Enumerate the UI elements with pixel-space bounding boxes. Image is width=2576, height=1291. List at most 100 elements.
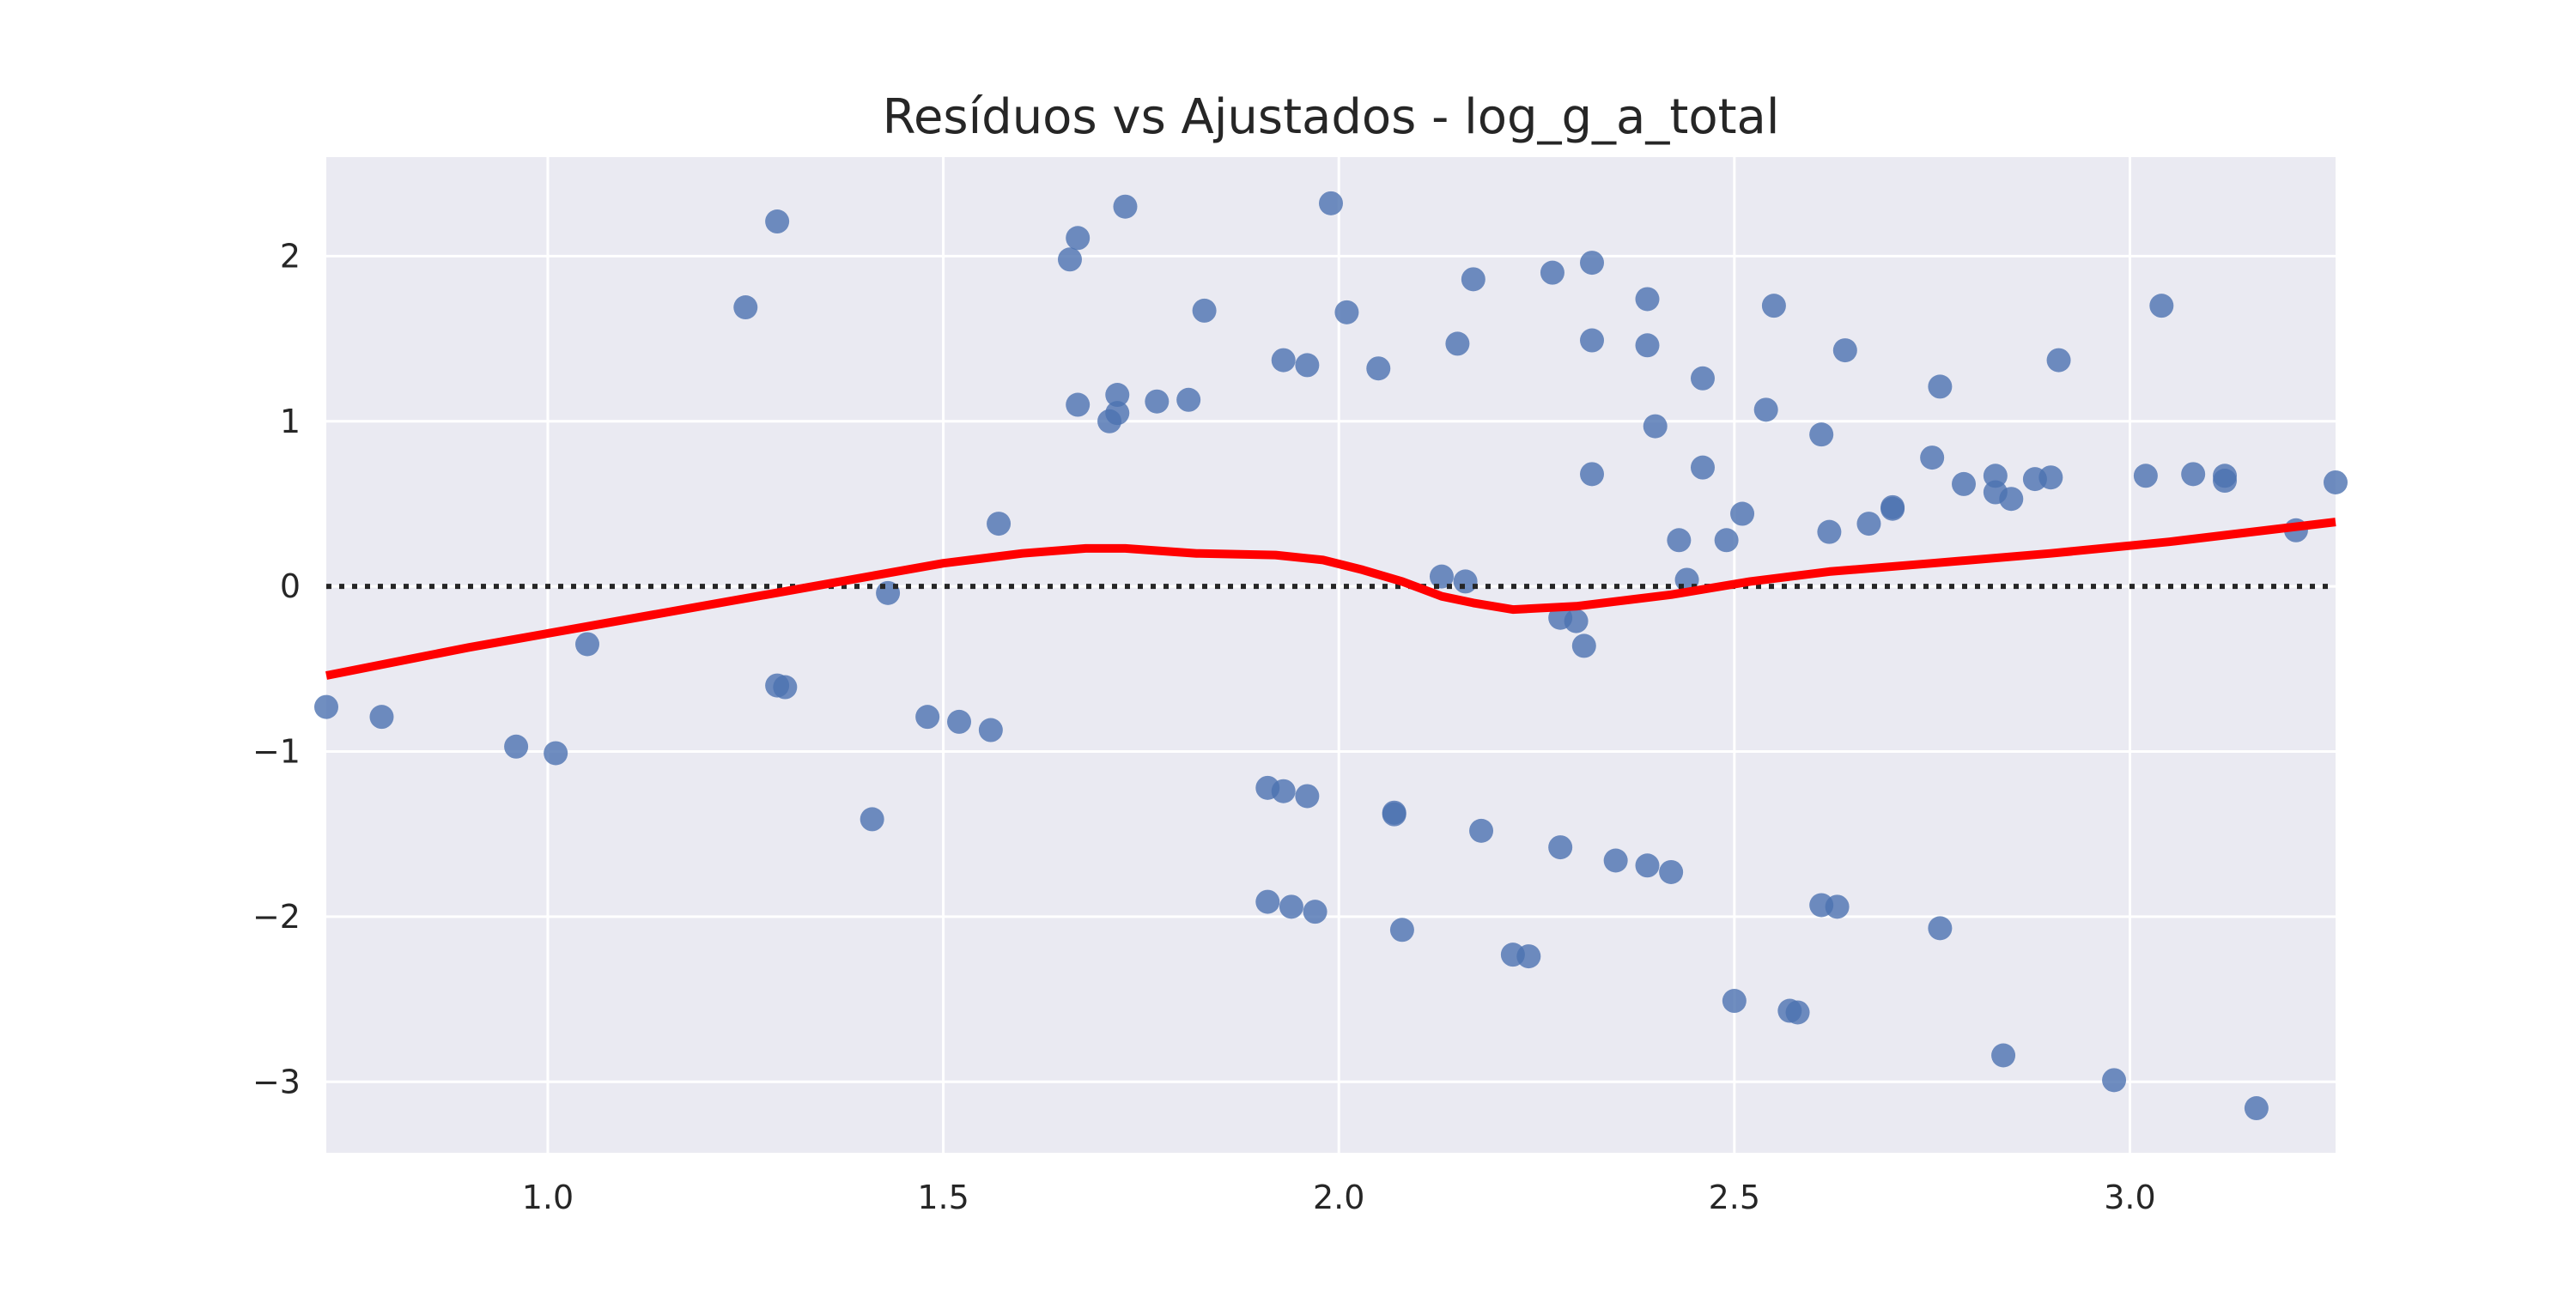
data-point-27 xyxy=(1271,348,1296,373)
data-point-46 xyxy=(1540,260,1564,285)
x-tick-label-4: 3.0 xyxy=(2104,1179,2155,1216)
x-tick-label-2: 2.0 xyxy=(1313,1179,1364,1216)
data-point-29 xyxy=(1279,894,1303,919)
data-point-24 xyxy=(1192,298,1217,323)
data-point-71 xyxy=(1809,422,1834,447)
data-point-17 xyxy=(1066,392,1091,417)
data-point-3 xyxy=(544,741,568,766)
data-point-52 xyxy=(1580,462,1605,487)
y-tick-label-1: 1 xyxy=(280,403,301,440)
chart-title: Resíduos vs Ajustados - log_g_a_total xyxy=(883,89,1780,145)
data-point-70 xyxy=(1785,1000,1810,1025)
data-point-11 xyxy=(915,705,940,730)
data-point-38 xyxy=(1389,918,1414,942)
data-point-35 xyxy=(1366,356,1391,381)
data-point-42 xyxy=(1461,267,1485,292)
y-tick-label-0: 2 xyxy=(280,237,301,275)
data-point-88 xyxy=(2038,465,2063,490)
data-point-75 xyxy=(1832,338,1857,363)
data-point-49 xyxy=(1564,609,1589,633)
data-point-95 xyxy=(2213,464,2238,488)
data-point-59 xyxy=(1659,859,1684,884)
data-point-81 xyxy=(1928,916,1953,941)
data-point-91 xyxy=(2133,464,2158,488)
y-tick-label-3: −1 xyxy=(252,733,301,771)
data-point-9 xyxy=(860,807,884,832)
data-point-6 xyxy=(765,209,790,234)
data-point-90 xyxy=(2102,1068,2127,1093)
data-point-12 xyxy=(947,709,972,734)
x-tick-label-3: 2.5 xyxy=(1709,1179,1760,1216)
y-tick-label-4: −2 xyxy=(252,898,301,936)
data-point-34 xyxy=(1334,300,1359,324)
data-point-20 xyxy=(1105,401,1130,426)
data-point-57 xyxy=(1635,853,1660,878)
scatter-points xyxy=(314,191,2348,1121)
data-point-76 xyxy=(1856,512,1881,536)
data-point-26 xyxy=(1255,889,1280,914)
data-point-68 xyxy=(1761,294,1786,318)
x-tick-label-0: 1.0 xyxy=(522,1179,574,1216)
data-point-32 xyxy=(1303,900,1327,924)
data-point-53 xyxy=(1580,251,1605,276)
x-tick-label-1: 1.5 xyxy=(917,1179,969,1216)
data-point-55 xyxy=(1635,287,1660,312)
data-point-79 xyxy=(1920,445,1945,470)
data-point-67 xyxy=(1753,397,1778,422)
data-point-22 xyxy=(1145,389,1170,414)
data-point-5 xyxy=(733,295,758,320)
data-point-39 xyxy=(1429,564,1454,589)
lowess-smooth-line xyxy=(325,518,2336,680)
data-point-21 xyxy=(1113,194,1138,219)
data-point-93 xyxy=(2181,462,2206,487)
data-point-62 xyxy=(1690,455,1715,480)
data-point-96 xyxy=(2244,1096,2269,1121)
data-point-30 xyxy=(1295,353,1320,378)
data-point-74 xyxy=(1825,894,1850,919)
data-point-65 xyxy=(1722,989,1747,1014)
y-tick-labels: 2 1 0 −1 −2 −3 xyxy=(252,237,301,1100)
data-point-50 xyxy=(1571,633,1596,658)
data-point-40 xyxy=(1445,331,1470,356)
data-point-23 xyxy=(1176,387,1201,412)
data-point-92 xyxy=(2149,294,2174,318)
data-point-45 xyxy=(1516,944,1541,969)
data-point-0 xyxy=(314,694,338,719)
data-point-28 xyxy=(1271,779,1296,803)
data-point-4 xyxy=(575,632,600,657)
data-point-13 xyxy=(978,718,1003,742)
data-point-89 xyxy=(2046,348,2071,373)
data-point-8 xyxy=(773,675,798,700)
x-tick-labels: 1.0 1.5 2.0 2.5 3.0 xyxy=(522,1179,2156,1216)
data-point-14 xyxy=(987,512,1012,536)
y-tick-label-5: −3 xyxy=(252,1063,301,1100)
data-point-15 xyxy=(1057,247,1082,272)
data-point-82 xyxy=(1952,471,1977,496)
data-point-56 xyxy=(1635,333,1660,358)
data-point-2 xyxy=(504,734,529,759)
data-point-98 xyxy=(2324,470,2348,494)
data-point-86 xyxy=(1999,487,2024,512)
data-point-16 xyxy=(1066,226,1091,251)
data-point-31 xyxy=(1295,784,1320,809)
data-point-54 xyxy=(1603,848,1628,873)
data-point-78 xyxy=(1880,496,1905,521)
data-point-64 xyxy=(1714,528,1739,553)
data-point-60 xyxy=(1667,528,1692,553)
y-tick-label-2: 0 xyxy=(280,567,301,605)
plot-area xyxy=(326,157,2336,1153)
data-point-19 xyxy=(1105,383,1130,408)
data-point-73 xyxy=(1817,519,1842,544)
data-point-66 xyxy=(1730,501,1755,526)
data-point-51 xyxy=(1580,328,1605,353)
data-point-43 xyxy=(1469,818,1494,843)
data-point-33 xyxy=(1319,191,1343,215)
data-point-47 xyxy=(1548,835,1573,860)
data-point-1 xyxy=(369,705,394,730)
data-point-84 xyxy=(1983,464,2008,488)
data-point-58 xyxy=(1643,414,1668,439)
data-point-37 xyxy=(1382,802,1406,827)
data-point-41 xyxy=(1453,569,1478,594)
